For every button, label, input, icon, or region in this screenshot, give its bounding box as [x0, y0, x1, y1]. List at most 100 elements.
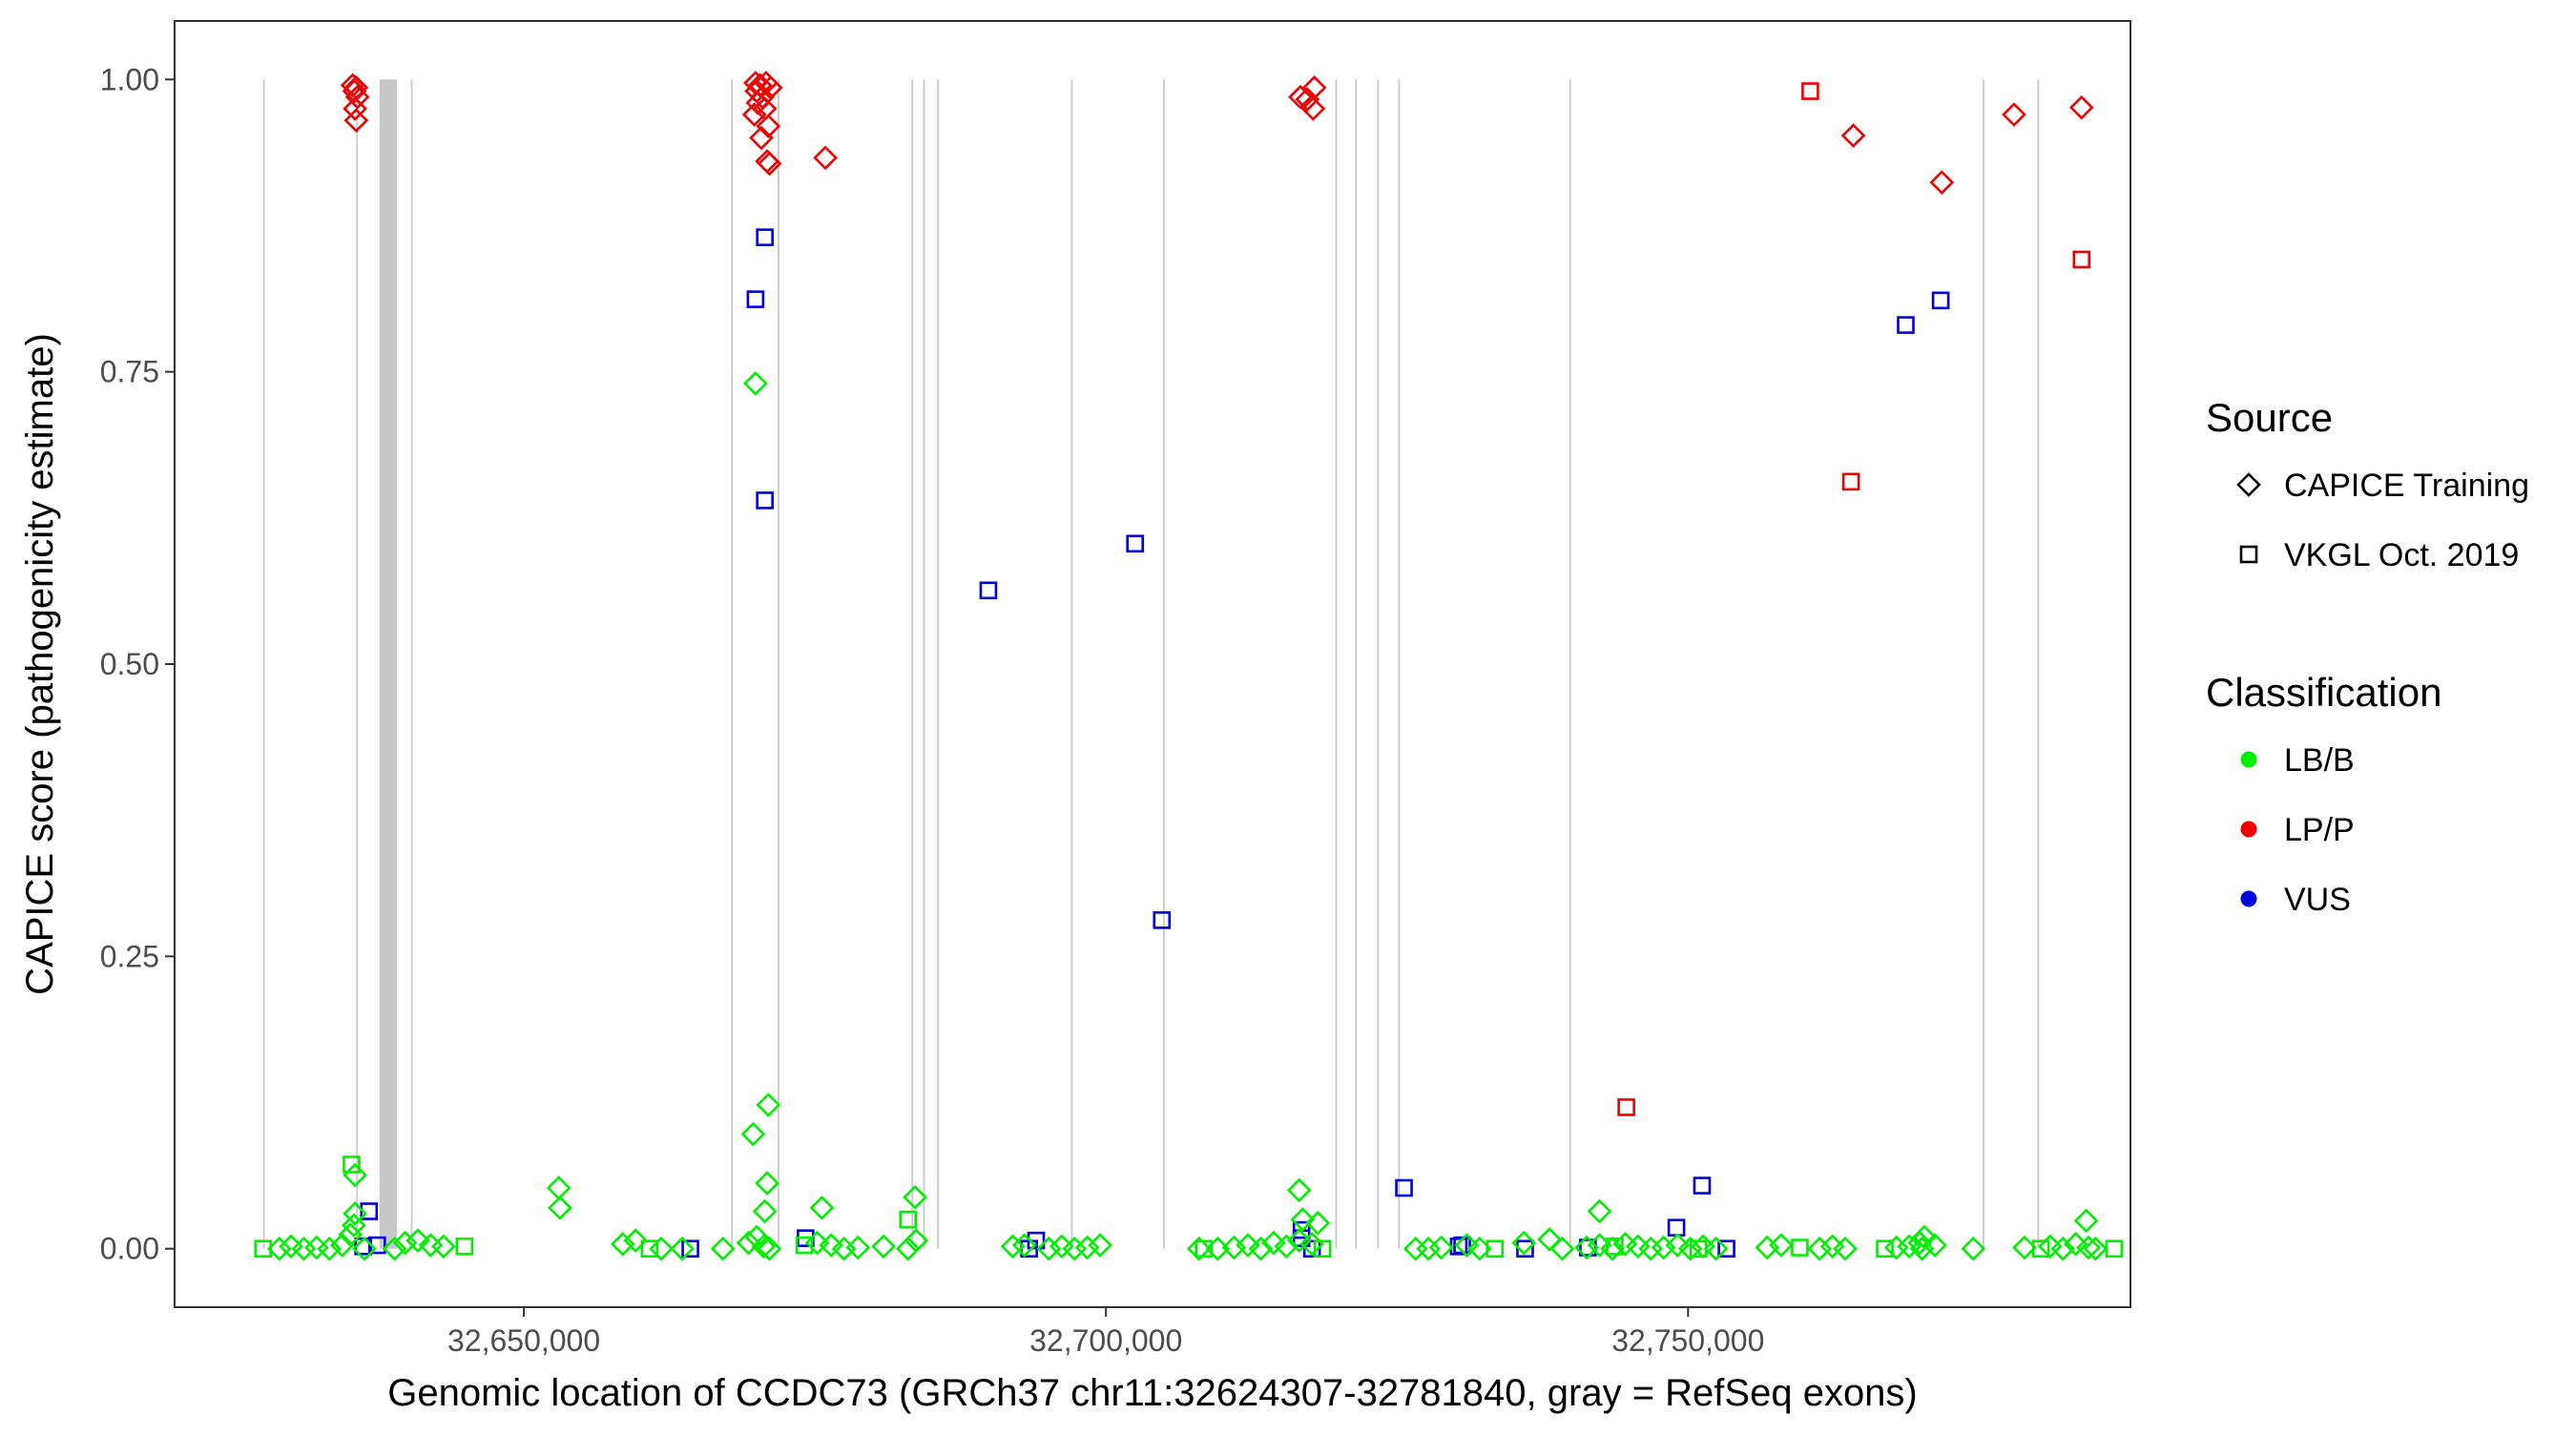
- x-tick-label: 32,750,000: [1611, 1323, 1764, 1358]
- legend-key-dot: [2240, 890, 2257, 907]
- data-point: [813, 145, 838, 171]
- data-point: [1011, 1233, 1037, 1258]
- legend-title-source: Source: [2206, 395, 2333, 440]
- exon-band: [379, 79, 398, 1249]
- legend-label-source: CAPICE Training: [2284, 468, 2529, 504]
- data-point: [871, 1234, 896, 1259]
- data-point: [681, 1239, 699, 1259]
- data-point: [1402, 1236, 1428, 1261]
- exon-band: [911, 79, 914, 1249]
- data-point: [343, 108, 369, 134]
- data-point: [1791, 1238, 1809, 1257]
- data-point: [740, 1121, 766, 1147]
- data-point: [1300, 96, 1326, 121]
- legend-key-dot: [2240, 821, 2257, 838]
- data-point: [904, 1228, 929, 1253]
- exon-band: [778, 79, 779, 1249]
- legend: Source CAPICE Training VKGL Oct. 2019 Class…: [2206, 395, 2529, 918]
- data-point: [756, 1093, 781, 1117]
- data-point: [743, 371, 768, 396]
- data-point: [1286, 1228, 1312, 1253]
- data-point: [757, 151, 782, 177]
- data-point: [343, 1201, 367, 1226]
- data-point: [1313, 1239, 1332, 1259]
- data-point: [1290, 1207, 1316, 1232]
- y-tick-label: 0.50: [100, 647, 159, 681]
- data-point: [352, 1236, 377, 1261]
- data-point: [342, 78, 367, 104]
- data-point: [1931, 291, 1950, 310]
- data-point: [1485, 1239, 1505, 1259]
- data-points: [254, 71, 2124, 1261]
- data-point: [546, 1176, 571, 1200]
- data-point: [903, 1184, 927, 1210]
- data-point: [548, 1195, 572, 1220]
- data-point: [2068, 94, 2094, 120]
- data-point: [2072, 250, 2091, 269]
- data-point: [2012, 1235, 2037, 1260]
- data-point: [1667, 1218, 1686, 1237]
- data-point: [1807, 1236, 1833, 1261]
- data-point: [317, 1236, 343, 1261]
- exon-band: [1377, 79, 1380, 1249]
- data-point: [1897, 316, 1915, 334]
- data-point: [1665, 1233, 1691, 1258]
- data-point: [431, 1234, 456, 1259]
- data-point: [1961, 1236, 1986, 1261]
- data-point: [1876, 1239, 1894, 1259]
- data-point: [819, 1233, 844, 1258]
- data-point: [1755, 1235, 1780, 1260]
- data-point: [756, 114, 781, 139]
- legend-label-classification: LB/B: [2284, 742, 2355, 779]
- data-point: [756, 491, 774, 510]
- data-point: [610, 1231, 635, 1257]
- data-point: [899, 1210, 918, 1229]
- data-point: [1840, 123, 1866, 148]
- data-point: [291, 1236, 317, 1261]
- data-point: [1074, 1235, 1100, 1260]
- data-point: [405, 1228, 430, 1253]
- exon-band: [1355, 79, 1358, 1249]
- data-point: [1153, 911, 1172, 929]
- exon-band: [937, 79, 940, 1249]
- data-point: [1929, 170, 1955, 195]
- y-axis-label: CAPICE score (pathogenicity estimate): [19, 333, 61, 995]
- legend-key-diamond: [2236, 472, 2261, 497]
- data-point: [329, 1233, 355, 1258]
- data-point: [1000, 1234, 1026, 1259]
- exon-band: [262, 79, 265, 1249]
- data-point: [1516, 1239, 1534, 1259]
- data-point: [1221, 1235, 1247, 1260]
- data-point: [1288, 84, 1313, 110]
- data-point: [809, 1195, 835, 1220]
- data-point: [1909, 1236, 1935, 1261]
- data-point: [1801, 82, 1819, 100]
- exon-band: [1983, 79, 1984, 1249]
- data-point: [752, 1198, 778, 1224]
- data-point: [2073, 1208, 2099, 1234]
- exon-band: [1070, 79, 1073, 1249]
- data-point: [1454, 1233, 1480, 1258]
- exon-band: [410, 79, 413, 1249]
- data-point: [2083, 1236, 2109, 1261]
- axes: 0.00 0.25 0.50 0.75 1.00 32,650,000 32,700,000…: [100, 62, 1765, 1358]
- data-point: [979, 581, 998, 600]
- data-point: [1703, 1236, 1729, 1261]
- data-point: [1717, 1239, 1735, 1259]
- data-point: [338, 1222, 364, 1247]
- data-point: [343, 1162, 367, 1188]
- data-point: [1236, 1233, 1260, 1258]
- data-point: [1693, 1176, 1712, 1195]
- data-point: [755, 1171, 779, 1196]
- exon-band: [356, 79, 359, 1249]
- data-point: [2105, 1239, 2124, 1259]
- data-point: [670, 1236, 695, 1261]
- data-point: [1638, 1236, 1664, 1261]
- data-point: [744, 1224, 769, 1250]
- data-point: [2050, 1236, 2076, 1261]
- exon-band: [2037, 79, 2040, 1249]
- data-point: [343, 1155, 361, 1174]
- exon-band: [1162, 79, 1165, 1249]
- x-tick-label: 32,700,000: [1029, 1323, 1182, 1358]
